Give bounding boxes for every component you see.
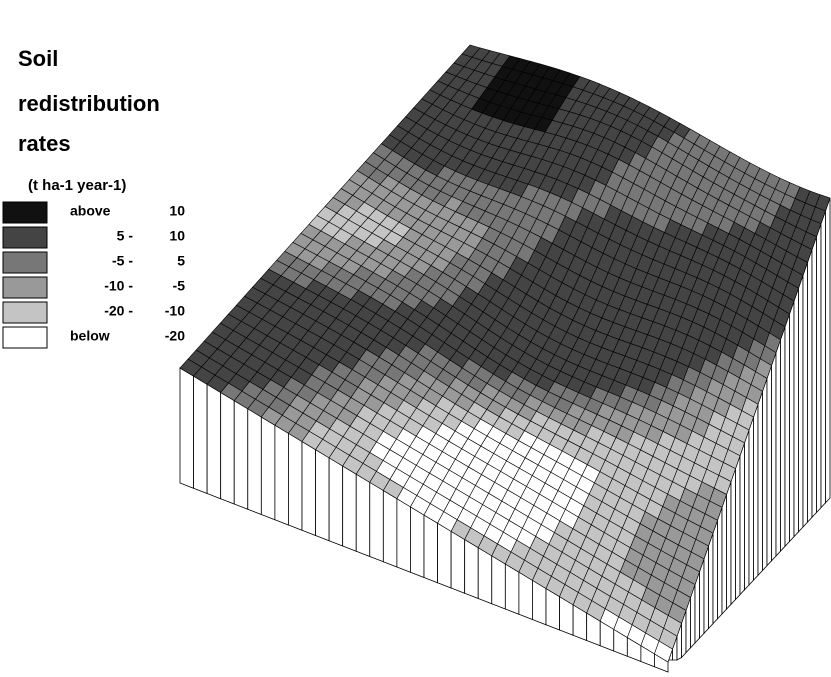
- wall-strip: [789, 300, 795, 543]
- legend: Soil redistribution rates (t ha-1 year-1…: [2, 46, 186, 349]
- wall-strip: [220, 391, 235, 505]
- wall-strip: [753, 404, 759, 582]
- legend-label: -5 -: [112, 253, 133, 269]
- surface-cell: [654, 640, 673, 663]
- legend-label: -10 -: [104, 278, 133, 294]
- wall-strip: [816, 223, 822, 514]
- wall-strip: [757, 391, 763, 577]
- wall-strip: [260, 416, 276, 521]
- wall-strip: [825, 197, 831, 504]
- wall-strip: [802, 262, 808, 529]
- wall-strip: [342, 465, 357, 552]
- wall-strip: [766, 365, 772, 567]
- wall-strip: [477, 546, 493, 605]
- legend-swatch: [2, 301, 48, 324]
- wall-strip: [784, 313, 790, 548]
- wall-strip: [735, 455, 741, 601]
- wall-strip: [369, 481, 384, 563]
- wall-strip: [708, 532, 714, 630]
- wall-strip: [247, 408, 262, 516]
- legend-value: 10: [169, 203, 185, 219]
- legend-units: (t ha-1 year-1): [28, 177, 126, 194]
- legend-swatch: [2, 226, 48, 249]
- legend-swatch: [2, 276, 48, 299]
- wall-strip: [233, 399, 249, 510]
- wall-strip: [410, 506, 425, 579]
- legend-label: below: [70, 328, 110, 344]
- wall-strip: [193, 375, 208, 495]
- wall-strip: [382, 489, 398, 568]
- legend-swatch: [2, 326, 48, 349]
- wall-strip: [315, 448, 330, 542]
- wall-strip: [798, 275, 804, 533]
- wall-strip: [744, 429, 750, 591]
- wall-strip: [748, 416, 754, 587]
- legend-label: above: [70, 203, 111, 219]
- wall-strip: [423, 514, 438, 584]
- wall-strip: [793, 288, 799, 538]
- legend-label: 5 -: [117, 228, 134, 244]
- wall-strip: [771, 352, 777, 562]
- legend-swatch: [2, 201, 48, 224]
- wall-strip: [780, 326, 786, 553]
- legend-swatch: [2, 251, 48, 274]
- wall-strip: [288, 432, 303, 531]
- wall-strip: [699, 558, 705, 640]
- wall-strip: [712, 520, 718, 625]
- wall-strip: [811, 236, 817, 519]
- wall-strip: [274, 424, 289, 526]
- wall-strip: [355, 473, 371, 558]
- wall-strip: [301, 440, 316, 537]
- wall-strip: [730, 468, 736, 606]
- wall-strip: [721, 494, 727, 616]
- wall-strip: [775, 339, 781, 558]
- legend-value: -10: [165, 303, 185, 319]
- wall-strip: [820, 210, 826, 509]
- legend-value: -5: [173, 278, 186, 294]
- wall-strip: [206, 383, 222, 500]
- legend-label: -20 -: [104, 303, 133, 319]
- legend-value: 5: [177, 253, 185, 269]
- wall-strip: [328, 457, 344, 547]
- wall-strip: [717, 507, 723, 620]
- wall-strip: [464, 538, 479, 600]
- wall-strip: [807, 249, 813, 524]
- wall-strip: [396, 497, 411, 573]
- wall-strip: [703, 545, 709, 635]
- legend-title: rates: [18, 131, 71, 156]
- legend-title: Soil: [18, 46, 58, 71]
- wall-strip: [437, 522, 452, 589]
- wall-strip: [491, 555, 506, 610]
- wall-strip: [504, 563, 520, 615]
- wall-strip: [179, 367, 194, 489]
- surface-plot: [179, 44, 831, 673]
- wall-strip: [762, 378, 768, 572]
- wall-strip: [450, 530, 466, 594]
- wall-strip: [739, 442, 745, 596]
- legend-value: -20: [165, 328, 185, 344]
- legend-title: redistribution: [18, 91, 160, 116]
- wall-strip: [726, 481, 732, 611]
- legend-value: 10: [169, 228, 185, 244]
